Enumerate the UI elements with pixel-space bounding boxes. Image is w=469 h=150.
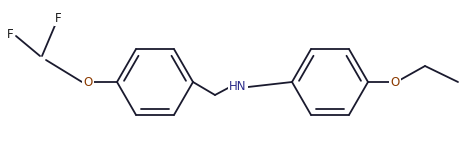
Text: F: F bbox=[55, 12, 61, 24]
Text: O: O bbox=[83, 75, 92, 88]
Text: HN: HN bbox=[229, 81, 247, 93]
Text: O: O bbox=[390, 75, 400, 88]
Text: F: F bbox=[7, 27, 13, 40]
